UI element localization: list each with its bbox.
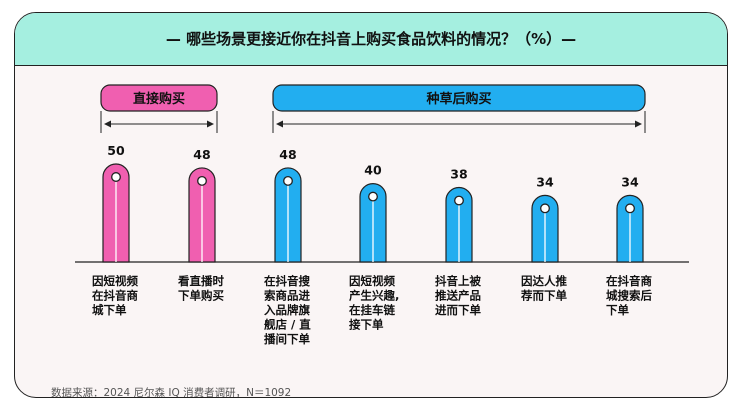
category-label-7-line-1: 在抖音商 [606,274,652,288]
bar-6-dot [540,203,550,214]
group-arrow-right-head-2 [635,120,642,128]
category-label-6-line-2: 荐而下单 [520,289,567,303]
group-arrow-left-head-1 [104,120,111,128]
bar-7-dot [625,203,635,214]
category-label-7-line-3: 下单 [606,303,629,317]
chart-card: — 哪些场景更接近你在抖音上购买食品饮料的情况？（%）— 50 因短视频 在抖音商城… [14,12,728,398]
category-label-6-line-1: 因达人推 [521,274,567,288]
value-label-7: 34 [621,174,639,189]
category-label-5-line-3: 进而下单 [435,303,481,317]
category-label-3-line-4: 舰店 / 直 [264,318,311,332]
value-label-3: 48 [279,147,296,162]
category-label-1-line-1: 因短视频 [92,274,138,288]
value-label-4: 40 [364,163,382,178]
category-label-4-line-4: 接下单 [349,318,384,332]
bar-2-dot [197,175,207,186]
category-label-3-line-5: 播间下单 [264,332,310,346]
bar-5-dot [454,195,464,206]
category-label-5-line-2: 推送产品 [435,289,481,303]
bar-1-dot [111,172,121,182]
bar-3-dot [283,175,293,186]
value-label-6: 34 [536,174,554,189]
category-label-1-line-3: 城下单 [92,303,127,317]
category-label-5-line-1: 抖音上被 [435,274,481,288]
category-label-3-line-1: 在抖音搜 [264,274,310,288]
category-label-4-line-3: 在挂车链 [349,303,395,317]
bar-4-dot [368,191,378,202]
group-arrow-right-head-1 [207,120,214,128]
group-banner-2 [272,84,646,112]
group-arrow-left-head-2 [276,120,283,128]
category-label-7-line-2: 城搜索后 [606,289,652,303]
category-label-2-line-2: 下单购买 [178,289,224,303]
category-label-3-line-3: 入品牌旗 [264,303,310,317]
group-banner-1 [100,84,218,112]
value-label-2: 48 [193,147,210,162]
chart-title: — 哪些场景更接近你在抖音上购买食品饮料的情况？（%）— [165,30,577,48]
chart-plot: 50因短视频在抖音商城下单48看直播时下单购买48在抖音搜索商品进入品牌旗舰店 … [75,84,689,346]
chart-header: — 哪些场景更接近你在抖音上购买食品饮料的情况？（%）— [15,13,727,66]
group-label-1: 直接购买 [133,91,185,107]
category-label-4-line-1: 因短视频 [349,274,395,288]
category-label-1-line-2: 在抖音商 [92,289,138,303]
group-label-2: 种草后购买 [425,91,491,107]
data-source-note: 数据来源：2024 尼尔森 IQ 消费者调研，N＝1092 [51,387,292,398]
category-label-3-line-2: 索商品进 [264,289,310,303]
value-label-5: 38 [450,167,467,182]
category-label-2-line-1: 看直播时 [177,274,224,288]
value-label-1: 50 [107,143,125,158]
category-label-4-line-2: 产生兴趣, [349,289,399,303]
